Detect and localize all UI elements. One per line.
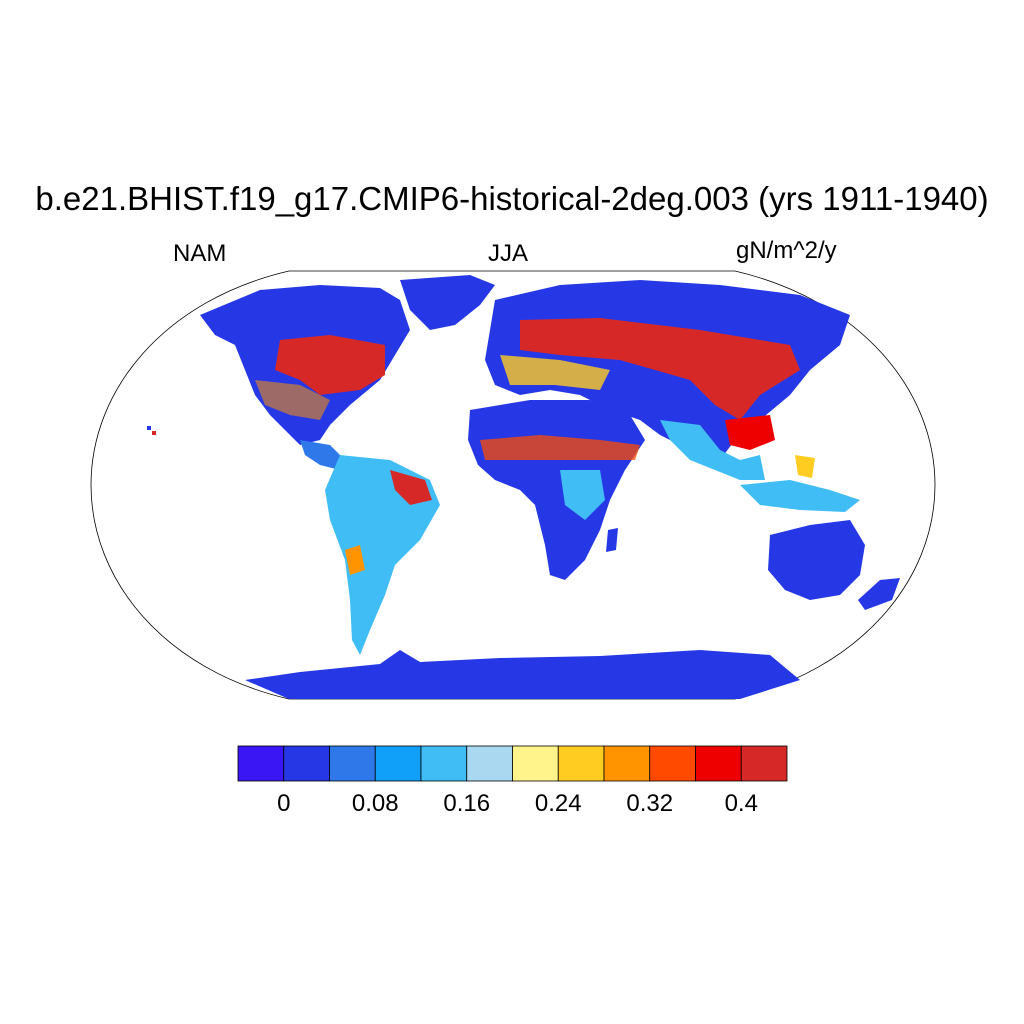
region-philippines <box>795 455 815 478</box>
colorbar-tick-label: 0.32 <box>626 790 674 817</box>
colorbar-swatch <box>557 745 605 782</box>
landmass-madagascar <box>606 528 618 552</box>
colorbar-swatch <box>329 745 376 782</box>
colorbar-swatch <box>374 745 422 782</box>
colorbar-swatch <box>695 745 742 782</box>
colorbar-tick-label: 0.08 <box>351 790 399 817</box>
colorbar-swatch <box>237 745 285 782</box>
pacific-island <box>147 426 151 430</box>
colorbar-tick-label: 0.24 <box>534 790 582 817</box>
sahel-band <box>480 435 640 460</box>
landmass-new-zealand <box>858 578 900 610</box>
season-label: JJA <box>488 240 529 267</box>
eurasia-hotspot <box>520 318 800 420</box>
south-america-hotspot <box>390 470 432 505</box>
units-label: gN/m^2/y <box>736 237 837 264</box>
colorbar-tick-label: 0 <box>277 790 291 817</box>
south-america-east-coast <box>345 545 365 575</box>
colorbar-swatch <box>420 745 468 782</box>
continent-australia <box>768 520 865 600</box>
south-asia-region <box>660 420 765 480</box>
continent-central-america <box>300 440 345 470</box>
region-indonesia <box>740 480 860 512</box>
map-title: b.e21.BHIST.f19_g17.CMIP6-historical-2de… <box>35 180 989 217</box>
continent-south-america <box>325 455 440 655</box>
continent-antarctica <box>245 650 800 699</box>
east-africa-region <box>560 470 605 520</box>
colorbar-tick-label: 0.16 <box>443 790 491 817</box>
colorbar <box>237 745 788 782</box>
colorbar-swatch <box>649 745 696 782</box>
colorbar-swatch <box>512 745 559 782</box>
north-america-hotspot <box>275 335 385 395</box>
colorbar-swatch <box>283 745 330 782</box>
pacific-island <box>152 431 156 435</box>
landmass-greenland <box>400 275 495 330</box>
colorbar-tick-label: 0.4 <box>724 790 758 817</box>
east-asia-hotspot <box>725 415 775 450</box>
eurasia-warm-band <box>500 355 610 390</box>
colorbar-swatch <box>466 745 513 782</box>
colorbar-swatch <box>603 745 651 782</box>
north-america-warm-band <box>255 380 330 420</box>
region-label: NAM <box>173 240 227 267</box>
colorbar-swatch <box>740 745 788 782</box>
